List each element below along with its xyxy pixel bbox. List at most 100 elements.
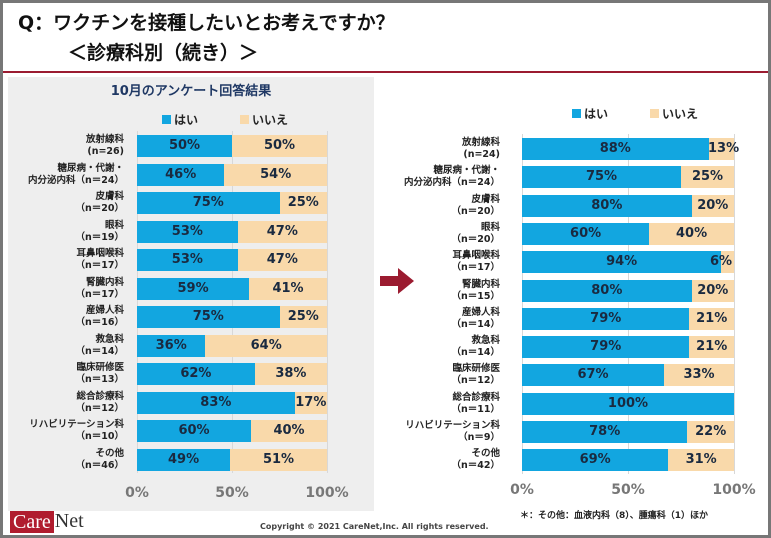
bar-yes xyxy=(522,279,692,302)
category-label: リハビリテーション科 （n＝9） xyxy=(405,420,500,443)
logo-care: Care xyxy=(10,510,54,533)
bar-label-no: 20% xyxy=(697,282,729,298)
legend-label-no: いいえ xyxy=(252,113,289,127)
bar-label-yes: 79% xyxy=(590,310,622,326)
category-label: 産婦人科 （n＝14） xyxy=(451,306,500,330)
bar-label-no: 64% xyxy=(250,337,282,353)
bar-label-yes: 62% xyxy=(180,366,212,381)
bar-label-yes: 60% xyxy=(570,225,602,241)
bar-yes xyxy=(522,194,692,217)
gridline xyxy=(327,131,328,473)
category-label: 眼科 （n＝19） xyxy=(75,219,124,243)
category-label: 放射線科 (n=26) xyxy=(85,134,124,157)
category-label: その他 （n＝46） xyxy=(75,447,124,471)
bar-label-no: 31% xyxy=(685,452,717,468)
bar-no xyxy=(681,166,734,189)
category-label: 眼科 （n＝20） xyxy=(451,221,500,245)
bar-label-yes: 75% xyxy=(585,169,618,185)
gridline xyxy=(137,131,138,473)
bar-label-yes: 69% xyxy=(579,452,611,468)
legend-swatch-no xyxy=(240,115,249,124)
bar-label-no: 20% xyxy=(697,197,729,213)
carenet-logo: Care Net xyxy=(10,510,84,533)
bar-yes xyxy=(522,392,734,415)
footnote: ＊：その他：血液内科（8）、腫瘍科（1）ほか xyxy=(520,511,709,521)
bar-label-no: 47% xyxy=(266,223,298,239)
category-label: 腎臓内科 （n＝15） xyxy=(451,278,500,302)
category-label: 皮膚科 （n＝20） xyxy=(75,191,124,214)
bar-label-yes: 88% xyxy=(599,141,631,156)
bar-no xyxy=(708,138,734,160)
legend-label-yes: はい xyxy=(174,113,199,127)
bar-label-yes: 80% xyxy=(591,197,623,213)
category-label: その他 （n＝42） xyxy=(451,448,500,472)
bar-yes xyxy=(137,448,231,471)
gridline xyxy=(522,134,523,474)
category-label: 臨床研修医 （n＝13） xyxy=(75,362,124,385)
bar-yes xyxy=(137,163,225,186)
bar-label-yes: 46% xyxy=(165,166,197,182)
bar-label-yes: 83% xyxy=(200,394,232,410)
bar-label-yes: 50% xyxy=(168,138,201,153)
bar-yes xyxy=(522,364,665,387)
bar-label-yes: 36% xyxy=(155,337,187,353)
legend-swatch-no xyxy=(650,109,659,118)
bar-label-no: 25% xyxy=(287,309,319,324)
category-label: 救急科 （n＝14） xyxy=(75,333,124,357)
bar-no xyxy=(664,364,734,387)
bar-no xyxy=(691,279,734,302)
category-label: 腎臓内科 （n＝17） xyxy=(75,276,124,300)
x-tick-label: 50% xyxy=(611,482,645,498)
bar-label-yes: 100% xyxy=(607,395,649,411)
bar-yes xyxy=(137,363,255,385)
category-label: 耳鼻咽喉科 （n＝17） xyxy=(451,250,500,274)
bar-no xyxy=(249,277,327,300)
bar-no xyxy=(294,391,327,414)
bar-yes xyxy=(522,251,722,274)
category-label: 糖尿病・代謝・ 内分泌内科（n＝24） xyxy=(28,162,124,186)
bar-no xyxy=(691,194,734,217)
bar-yes xyxy=(522,166,681,189)
bar-yes xyxy=(522,138,709,160)
bar-label-no: 33% xyxy=(683,367,715,383)
bar-no xyxy=(205,334,327,357)
gridline xyxy=(232,131,233,473)
bar-no xyxy=(279,192,327,214)
bar-label-yes: 78% xyxy=(589,424,621,439)
legend-label-no: いいえ xyxy=(662,107,699,121)
category-label: 救急科 （n＝14） xyxy=(451,335,500,359)
bar-no xyxy=(649,222,734,245)
bar-yes xyxy=(137,420,251,442)
category-label: 総合診療科 （n＝12） xyxy=(75,390,124,414)
bar-yes xyxy=(137,192,280,214)
x-tick-label: 100% xyxy=(712,482,756,498)
bar-label-no: 54% xyxy=(260,166,292,182)
category-label: 総合診療科 （n＝11） xyxy=(451,391,500,415)
bar-no xyxy=(224,163,327,186)
bar-label-no: 13% xyxy=(708,141,740,156)
bar-yes xyxy=(522,222,650,245)
bar-yes xyxy=(522,421,688,443)
category-label: 糖尿病・代謝・ 内分泌内科（n＝24） xyxy=(404,165,500,189)
bar-label-no: 17% xyxy=(295,394,327,410)
arrow-right-icon xyxy=(380,268,414,294)
bar-no xyxy=(689,307,734,330)
bar-yes xyxy=(137,249,238,271)
gridline xyxy=(734,134,735,474)
bar-label-yes: 67% xyxy=(577,367,609,383)
category-label: 皮膚科 （n＝20） xyxy=(451,193,500,217)
gridline xyxy=(628,134,629,474)
title-divider xyxy=(3,71,768,73)
bar-no xyxy=(251,420,327,442)
bar-no xyxy=(254,363,327,385)
bar-label-yes: 80% xyxy=(591,282,623,298)
title-line2: ＜診療科別（続き）＞ xyxy=(68,42,259,64)
bar-label-no: 50% xyxy=(263,138,296,153)
bar-yes xyxy=(137,391,295,414)
bar-label-yes: 53% xyxy=(171,223,203,239)
bar-label-no: 6% xyxy=(709,254,733,270)
bar-label-yes: 75% xyxy=(192,309,224,324)
legend-swatch-yes xyxy=(572,109,581,118)
bar-yes xyxy=(522,449,669,472)
